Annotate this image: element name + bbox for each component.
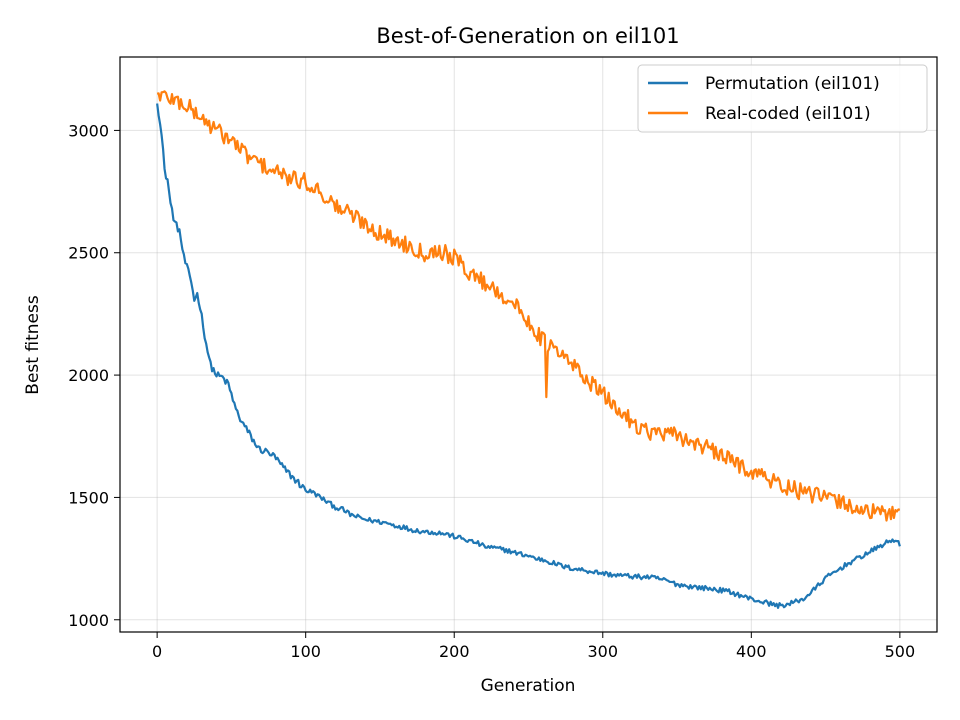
- x-tick-label: 400: [736, 642, 767, 661]
- y-tick-label: 1500: [68, 488, 109, 507]
- x-tick-label: 300: [587, 642, 618, 661]
- plot-frame: [119, 56, 938, 633]
- legend-box: [637, 64, 928, 133]
- x-axis-label: Generation: [481, 676, 576, 696]
- y-tick-label: 3000: [68, 121, 109, 140]
- chart-title: Best-of-Generation on eil101: [376, 24, 679, 48]
- legend-label-real-coded: Real-coded (eil101): [705, 104, 871, 124]
- y-axis: 1000 1500 2000 2500 3000: [68, 121, 120, 630]
- legend: Permutation (eil101) Real-coded (eil101): [637, 64, 928, 133]
- y-tick-label: 1000: [68, 611, 109, 630]
- x-tick-label: 0: [152, 642, 162, 661]
- series-line-permutation: [156, 103, 901, 609]
- x-axis: 0 100 200 300 400 500: [152, 632, 915, 661]
- x-tick-label: 500: [885, 642, 916, 661]
- x-tick-label: 200: [439, 642, 470, 661]
- series-line-real-coded: [156, 90, 900, 522]
- x-tick-label: 100: [290, 642, 321, 661]
- y-axis-label: Best fitness: [23, 295, 43, 395]
- y-tick-label: 2500: [68, 244, 109, 263]
- legend-label-permutation: Permutation (eil101): [705, 74, 880, 94]
- y-tick-label: 2000: [68, 366, 109, 385]
- series-layer: [156, 90, 901, 609]
